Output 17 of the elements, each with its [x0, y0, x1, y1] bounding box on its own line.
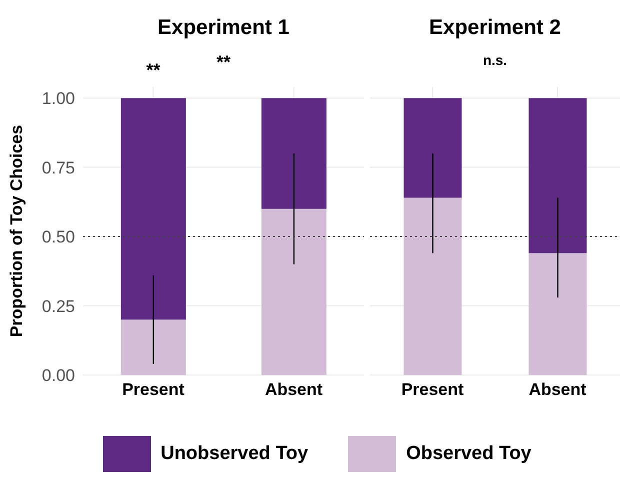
x-tick-label: Present: [401, 380, 464, 400]
y-tick-label: 0.50: [42, 228, 75, 247]
chart-title: Experiment 2: [428, 15, 562, 41]
y-tick-label: 0.25: [42, 296, 75, 316]
y-tick-label: 0.00: [42, 366, 75, 386]
chart-title: Experiment 1: [156, 15, 290, 41]
legend-label: Unobserved Toy: [160, 443, 308, 465]
y-tick-label: 1.00: [42, 89, 75, 108]
text: **: [216, 52, 231, 73]
x-tick-label: Present: [122, 380, 185, 400]
x-tick-label: Absent: [528, 380, 587, 400]
y-tick-label: 0.75: [42, 158, 75, 178]
y-axis-title: Proportion of Toy Choices: [7, 124, 26, 338]
text: n.s.: [482, 52, 508, 68]
legend-label: Observed Toy: [406, 443, 532, 465]
x-tick-label: Absent: [264, 380, 323, 400]
text: **: [146, 60, 160, 81]
